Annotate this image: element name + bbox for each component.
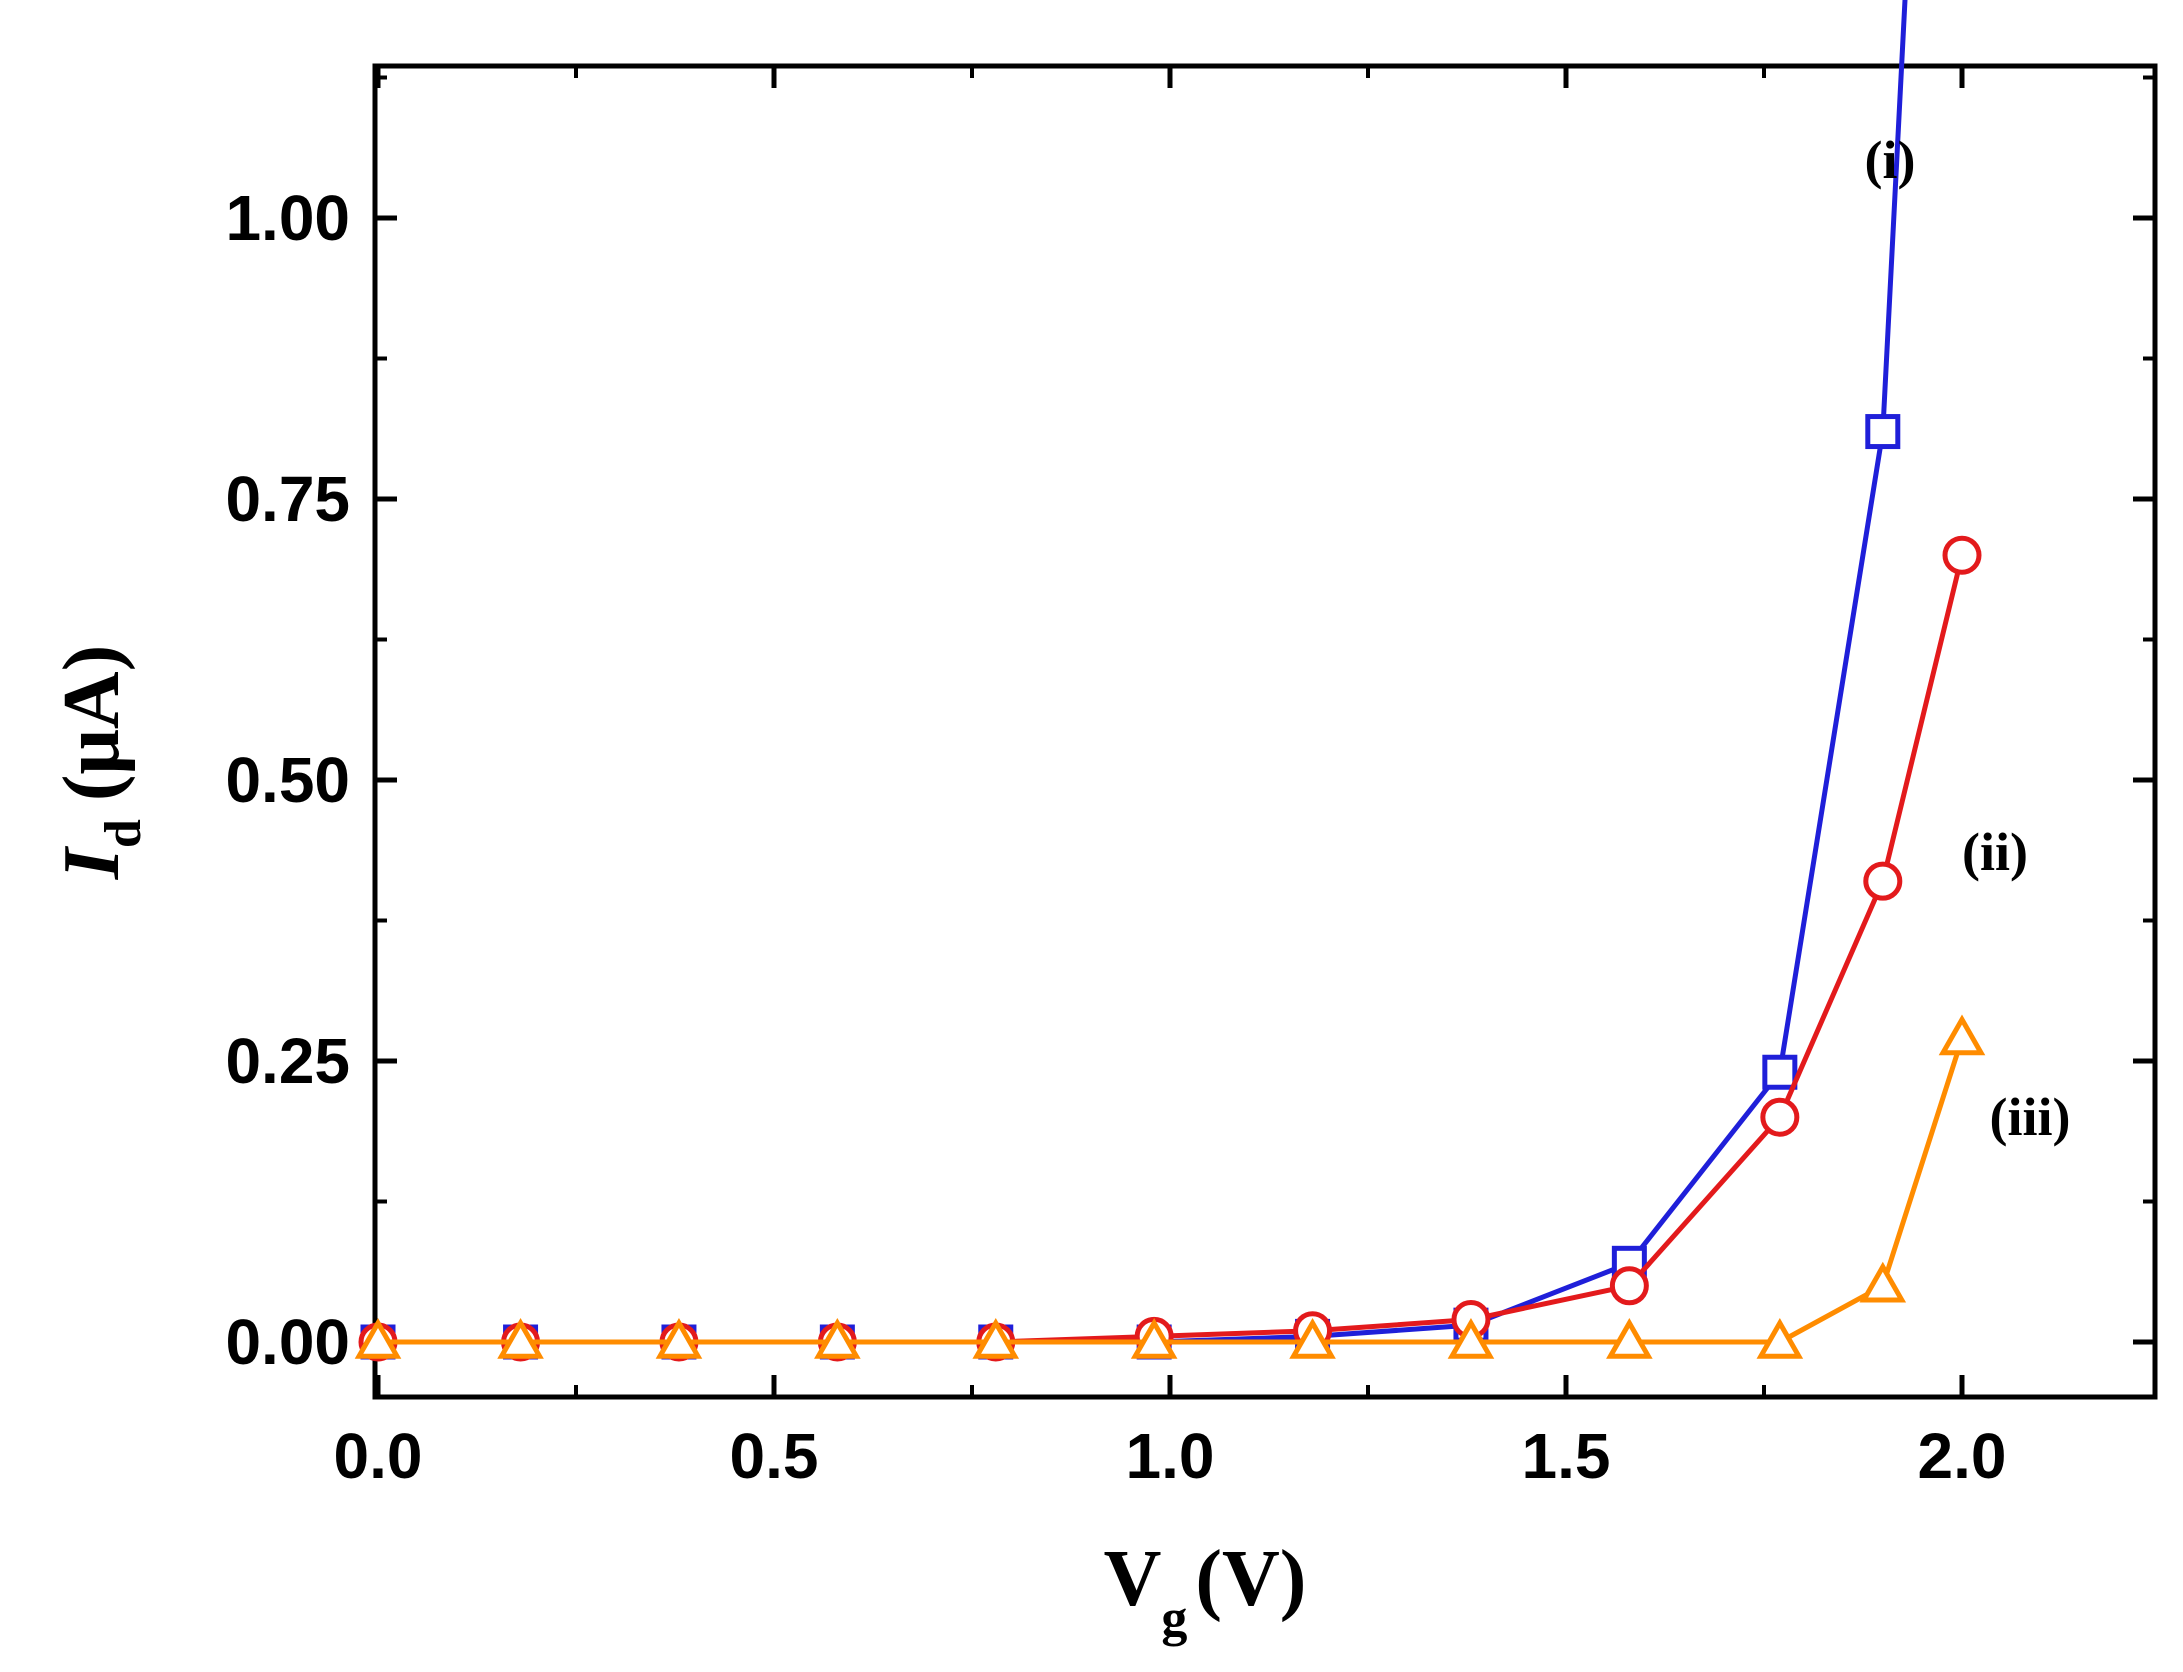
data-point-circle [1863, 861, 1903, 901]
data-point-triangle [1859, 1261, 1907, 1303]
data-point-circle [1609, 1266, 1649, 1306]
series-line [378, 1037, 1965, 1345]
data-point-triangle [1938, 1014, 1986, 1056]
data-point-triangle [1130, 1317, 1178, 1359]
x-tick-label: 1.5 [1522, 1420, 1611, 1492]
axes: 0.00.51.01.52.00.000.250.500.751.001.251… [225, 63, 2158, 1492]
series-3 [354, 1014, 1986, 1359]
series-line [378, 0, 1908, 1345]
series-2 [358, 535, 1982, 1362]
y-tick-label: 0.00 [225, 1306, 350, 1378]
plot-frame [372, 63, 2158, 1400]
x-axis-title: Vg (V) [1104, 1535, 1307, 1647]
x-tick-label: 0.5 [730, 1420, 819, 1492]
y-tick-label: 0.75 [225, 463, 350, 535]
data-point-square [1762, 1054, 1798, 1090]
data-point-triangle [354, 1317, 402, 1359]
data-point-triangle [814, 1317, 861, 1359]
data-point-triangle [1447, 1317, 1495, 1359]
series-label-2: (ii) [1962, 822, 2028, 882]
data-point-circle [1760, 1097, 1800, 1137]
y-tick-label: 0.50 [225, 744, 350, 816]
x-tick-label: 1.0 [1126, 1420, 1215, 1492]
data-point-triangle [497, 1317, 544, 1359]
x-tick-label: 0.0 [334, 1420, 423, 1492]
labels-layer: Id(μA) Vg (V) [48, 645, 1306, 1647]
y-tick-label: 1.00 [225, 182, 350, 254]
series-label-1: (i) [1865, 130, 1916, 190]
data-point-triangle [1606, 1317, 1653, 1359]
data-point-triangle [972, 1317, 1020, 1359]
data-point-square [1865, 414, 1901, 450]
data-point-triangle [1289, 1317, 1336, 1359]
series-label-3: (iii) [1990, 1087, 2071, 1147]
series-1 [360, 0, 1908, 1360]
data-point-triangle [655, 1317, 703, 1359]
x-tick-label: 2.0 [1918, 1420, 2007, 1492]
series-layer: (i) (ii) (iii) [354, 0, 2071, 1362]
series-line [378, 554, 1965, 1345]
y-axis-title: Id(μA) [48, 645, 152, 880]
data-point-triangle [1756, 1317, 1804, 1359]
y-tick-label: 0.25 [225, 1025, 350, 1097]
data-point-circle [1942, 535, 1982, 575]
